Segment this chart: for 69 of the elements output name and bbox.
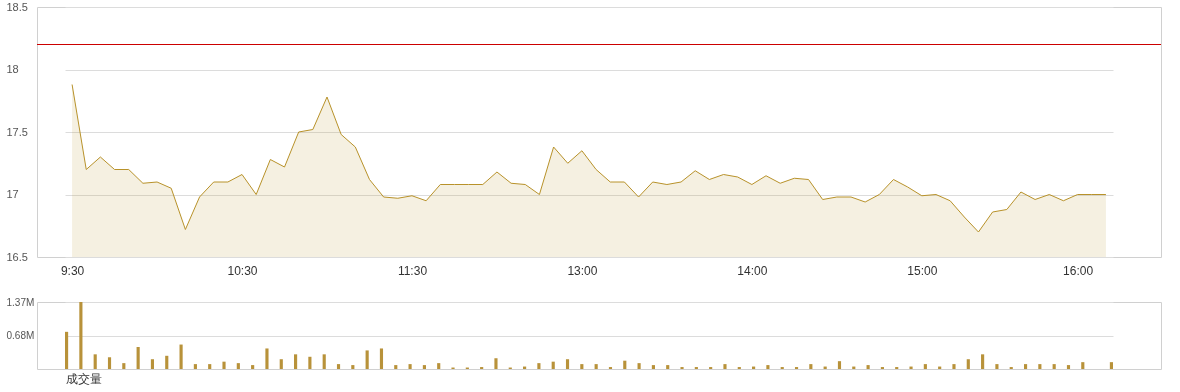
x-axis-title: 成交量 bbox=[65, 371, 102, 386]
bar bbox=[637, 363, 641, 369]
y-tick-label: 18.5 bbox=[6, 0, 28, 13]
bar bbox=[809, 364, 813, 369]
bar bbox=[222, 361, 226, 369]
bar bbox=[666, 365, 670, 369]
bar bbox=[408, 364, 412, 369]
bar bbox=[136, 346, 140, 369]
bar bbox=[580, 364, 584, 369]
bar bbox=[322, 354, 326, 369]
y-tick-label: 17 bbox=[6, 188, 19, 200]
bar bbox=[651, 365, 655, 369]
bar bbox=[966, 359, 970, 369]
y-tick-label: 17.5 bbox=[6, 125, 28, 138]
bar bbox=[909, 366, 913, 369]
x-tick-label: 15:00 bbox=[907, 263, 938, 278]
bar bbox=[251, 365, 255, 369]
bar bbox=[437, 363, 441, 369]
x-tick-label: 9:30 bbox=[60, 263, 85, 278]
bar bbox=[494, 358, 498, 369]
bar bbox=[179, 344, 183, 369]
bar bbox=[594, 364, 598, 369]
y-tick-label: 18 bbox=[6, 63, 19, 75]
bar bbox=[952, 364, 956, 369]
bar bbox=[1109, 362, 1113, 369]
bar bbox=[623, 360, 627, 369]
bar bbox=[537, 363, 541, 369]
bar bbox=[193, 364, 197, 369]
x-tick-label: 10:30 bbox=[227, 263, 258, 278]
bar bbox=[1081, 362, 1085, 369]
bar bbox=[336, 364, 341, 369]
bar bbox=[294, 354, 298, 369]
x-tick-label: 14:00 bbox=[737, 263, 768, 278]
bar bbox=[1052, 364, 1056, 369]
bar bbox=[107, 357, 112, 369]
bar bbox=[79, 302, 83, 369]
bar bbox=[351, 365, 355, 369]
bar bbox=[93, 354, 97, 369]
bar bbox=[866, 365, 870, 369]
y-tick-label: 0.68M bbox=[6, 330, 35, 342]
bar bbox=[236, 363, 240, 369]
bar bbox=[995, 364, 999, 369]
y-tick-label: 16.5 bbox=[6, 250, 28, 263]
bar bbox=[1066, 365, 1071, 369]
bar bbox=[422, 365, 426, 369]
bar bbox=[279, 359, 283, 369]
bar bbox=[1038, 364, 1042, 369]
bar bbox=[65, 331, 69, 369]
x-tick-label: 13:00 bbox=[567, 263, 598, 278]
x-tick-label: 16:00 bbox=[1063, 263, 1094, 278]
bar bbox=[1023, 364, 1028, 369]
bar bbox=[837, 361, 842, 369]
bar bbox=[723, 364, 727, 369]
bar bbox=[981, 354, 985, 369]
bar bbox=[265, 348, 269, 369]
bar bbox=[379, 348, 384, 369]
bar bbox=[308, 356, 312, 369]
bar bbox=[551, 361, 555, 369]
bar bbox=[150, 359, 155, 369]
x-tick-label: 11:30 bbox=[397, 263, 428, 278]
bar bbox=[565, 359, 570, 369]
bar bbox=[365, 350, 369, 369]
bar bbox=[394, 365, 398, 369]
y-tick-label: 1.37M bbox=[6, 296, 35, 308]
bar bbox=[165, 355, 169, 369]
bar bbox=[122, 363, 126, 369]
bar bbox=[923, 364, 927, 369]
bar bbox=[208, 364, 212, 369]
bar bbox=[766, 365, 770, 369]
